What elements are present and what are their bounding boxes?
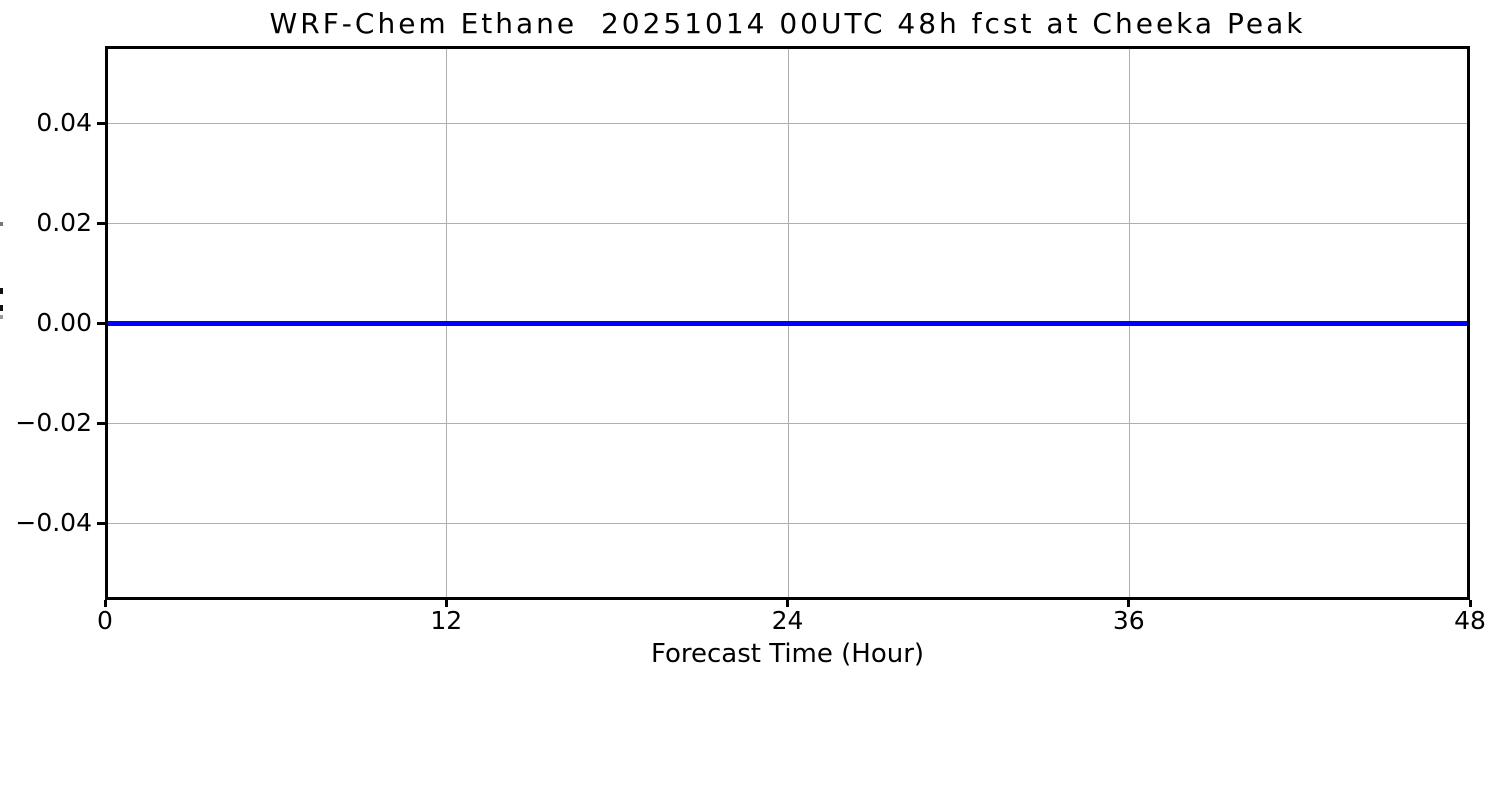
y-tick-mark: [97, 121, 105, 125]
x-tick-label: 0: [97, 606, 113, 635]
chart-title: WRF-Chem Ethane 20251014 00UTC 48h fcst …: [269, 7, 1306, 40]
y-tick-mark: [97, 421, 105, 425]
y-tick-label: 0.02: [36, 208, 92, 237]
x-tick-label: 48: [1454, 606, 1486, 635]
y-axis-label-fragment: [0, 315, 3, 319]
y-axis-label-fragment: [0, 222, 3, 226]
y-tick-label: 0.00: [36, 308, 92, 337]
y-tick-mark: [97, 321, 105, 325]
series-line-ethane-forecast: [108, 321, 1467, 326]
plot-area: [105, 46, 1470, 600]
y-axis-label-fragment: [0, 288, 3, 294]
x-tick-label: 24: [771, 606, 804, 635]
x-tick-mark: [1468, 600, 1472, 607]
x-tick-mark: [1127, 600, 1131, 607]
x-tick-mark: [444, 600, 448, 607]
y-tick-label: −0.04: [15, 508, 92, 537]
x-tick-mark: [103, 600, 107, 607]
y-tick-label: 0.04: [36, 108, 92, 137]
x-tick-mark: [786, 600, 789, 607]
x-axis-label: Forecast Time (Hour): [650, 639, 925, 669]
y-tick-label: −0.02: [15, 408, 92, 437]
x-tick-label: 12: [430, 606, 463, 635]
y-axis-label-fragment: [0, 305, 3, 311]
x-tick-label: 36: [1112, 606, 1145, 635]
y-tick-mark: [97, 221, 105, 225]
y-tick-mark: [97, 521, 105, 525]
